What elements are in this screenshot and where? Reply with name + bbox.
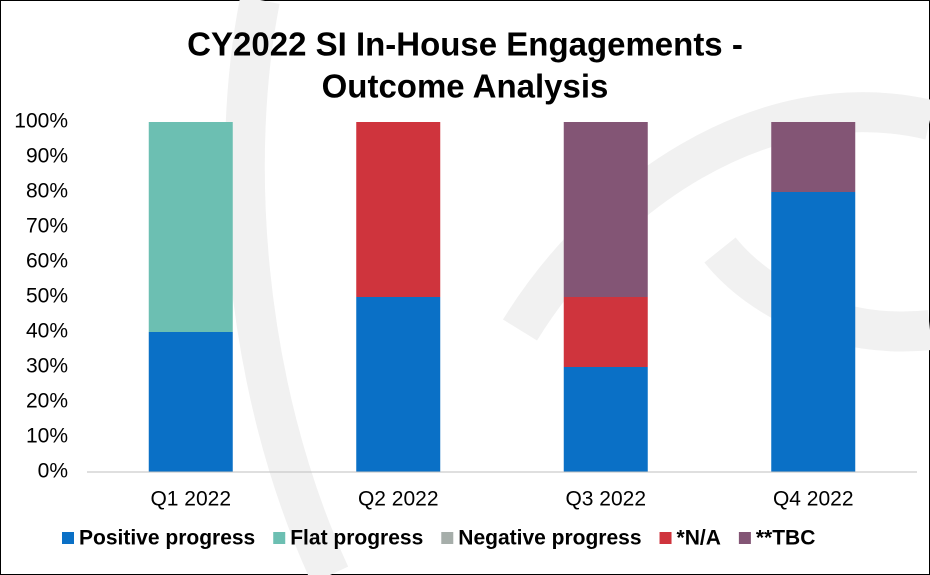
chart-title: CY2022 SI In-House Engagements - bbox=[187, 26, 743, 63]
chart-title: Outcome Analysis bbox=[322, 68, 609, 105]
legend-label: *N/A bbox=[677, 527, 721, 550]
legend-label: Negative progress bbox=[458, 527, 641, 550]
x-tick-label: Q2 2022 bbox=[358, 488, 439, 511]
bar-segment bbox=[356, 122, 441, 297]
legend-label: **TBC bbox=[756, 527, 816, 550]
legend-label: Flat progress bbox=[290, 527, 423, 550]
y-tick-label: 10% bbox=[26, 425, 68, 448]
bar-segment bbox=[563, 367, 648, 472]
y-tick-label: 30% bbox=[26, 355, 68, 378]
bar-segment bbox=[148, 122, 233, 332]
y-tick-label: 90% bbox=[26, 145, 68, 168]
bar-segment bbox=[771, 192, 856, 472]
y-tick-label: 40% bbox=[26, 320, 68, 343]
y-tick-label: 20% bbox=[26, 390, 68, 413]
bar-segment bbox=[563, 297, 648, 367]
bar-segment bbox=[771, 122, 856, 192]
legend-swatch bbox=[62, 532, 74, 544]
y-tick-label: 80% bbox=[26, 180, 68, 203]
x-tick-label: Q4 2022 bbox=[773, 488, 854, 511]
x-tick-label: Q1 2022 bbox=[150, 488, 231, 511]
legend-swatch bbox=[659, 532, 672, 544]
bar-segment bbox=[356, 297, 441, 472]
legend-swatch bbox=[273, 532, 286, 544]
legend-swatch bbox=[738, 532, 751, 544]
legend-label: Positive progress bbox=[79, 527, 255, 550]
legend-swatch bbox=[441, 532, 454, 544]
bar-segment bbox=[148, 332, 233, 472]
y-tick-label: 0% bbox=[38, 460, 68, 483]
y-tick-label: 100% bbox=[14, 110, 68, 133]
bar-segment bbox=[563, 122, 648, 297]
y-tick-label: 50% bbox=[26, 285, 68, 308]
x-tick-label: Q3 2022 bbox=[565, 488, 646, 511]
y-tick-label: 60% bbox=[26, 250, 68, 273]
y-tick-label: 70% bbox=[26, 215, 68, 238]
